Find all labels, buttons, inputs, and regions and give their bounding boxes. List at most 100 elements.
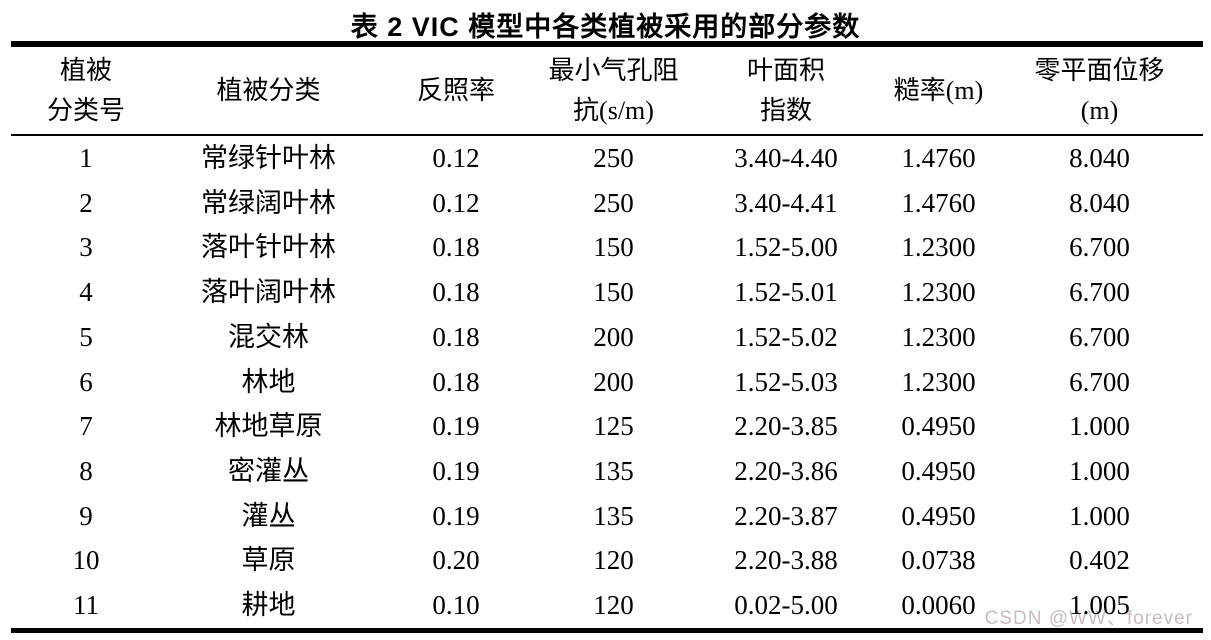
- cell-roughness: 0.0060: [901, 590, 976, 621]
- cell-veg-type: 常绿阔叶林: [201, 187, 336, 218]
- cell-veg-id: 7: [79, 411, 93, 442]
- cell-albedo: 0.18: [432, 366, 480, 397]
- cell-veg-type: 密灌丛: [228, 455, 309, 486]
- cell-veg-id: 1: [79, 143, 93, 173]
- cell-roughness: 1.2300: [901, 232, 976, 263]
- cell-zero-plane-displacement: 1.005: [1069, 590, 1130, 621]
- cell-stomatal-resistance: 135: [593, 500, 634, 531]
- cell-roughness: 1.4760: [901, 187, 976, 218]
- table-row: 9 灌丛 0.19 135 2.20-3.87 0.4950 1.000: [11, 494, 1203, 539]
- cell-veg-type: 灌丛: [241, 500, 296, 531]
- table-row: 1 常绿针叶林 0.12 250 3.40-4.40 1.4760 8.040: [11, 135, 1203, 181]
- cell-zero-plane-displacement: 1.000: [1069, 455, 1130, 486]
- cell-stomatal-resistance: 200: [593, 321, 634, 352]
- cell-zero-plane-displacement: 6.700: [1069, 277, 1130, 308]
- cell-stomatal-resistance: 250: [593, 187, 634, 218]
- table-row: 6 林地 0.18 200 1.52-5.03 1.2300 6.700: [11, 360, 1203, 405]
- cell-leaf-area-index: 3.40-4.40: [734, 143, 838, 173]
- cell-leaf-area-index: 1.52-5.01: [734, 277, 838, 308]
- cell-zero-plane-displacement: 6.700: [1069, 321, 1130, 352]
- cell-veg-type: 林地: [241, 366, 296, 397]
- watermark: CSDN @WW、forever: [984, 608, 1193, 629]
- table-row: 8 密灌丛 0.19 135 2.20-3.86 0.4950 1.000: [11, 449, 1203, 494]
- cell-zero-plane-displacement: 8.040: [1069, 143, 1130, 173]
- cell-veg-type: 落叶阔叶林: [201, 277, 336, 308]
- table-row: 4 落叶阔叶林 0.18 150 1.52-5.01 1.2300 6.700: [11, 270, 1203, 315]
- cell-veg-id: 9: [79, 500, 93, 531]
- cell-leaf-area-index: 2.20-3.86: [734, 455, 838, 486]
- cell-roughness: 0.4950: [901, 455, 976, 486]
- cell-stomatal-resistance: 135: [593, 455, 634, 486]
- cell-zero-plane-displacement: 0.402: [1069, 545, 1130, 576]
- cell-zero-plane-displacement: 1.000: [1069, 411, 1130, 442]
- cell-veg-type: 常绿针叶林: [201, 143, 336, 173]
- cell-zero-plane-displacement: 8.040: [1069, 187, 1130, 218]
- cell-leaf-area-index: 1.52-5.00: [734, 232, 838, 263]
- cell-leaf-area-index: 2.20-3.87: [734, 500, 838, 531]
- table-row: 2 常绿阔叶林 0.12 250 3.40-4.41 1.4760 8.040: [11, 181, 1203, 226]
- cell-roughness: 1.2300: [901, 277, 976, 308]
- cell-veg-type: 混交林: [228, 321, 309, 352]
- cell-veg-type: 草原: [241, 545, 296, 576]
- table-title: 表 2 VIC 模型中各类植被采用的部分参数: [350, 12, 861, 42]
- cell-albedo: 0.12: [432, 143, 480, 173]
- cell-stomatal-resistance: 250: [593, 143, 634, 173]
- table-row: 10 草原 0.20 120 2.20-3.88 0.0738 0.402: [11, 538, 1203, 583]
- col-header-veg-type: 植被分类: [161, 44, 376, 136]
- col-header-albedo: 反照率: [376, 44, 536, 136]
- cell-stomatal-resistance: 150: [593, 232, 634, 263]
- vegetation-parameters-table: 植被 分类号 植被分类 反照率 最小气孔阻 抗(s/m) 叶面积 指数 糙率(m…: [11, 41, 1203, 633]
- header-row: 植被 分类号 植被分类 反照率 最小气孔阻 抗(s/m) 叶面积 指数 糙率(m…: [11, 44, 1203, 136]
- table-row: 5 混交林 0.18 200 1.52-5.02 1.2300 6.700: [11, 315, 1203, 360]
- cell-roughness: 0.4950: [901, 500, 976, 531]
- cell-stomatal-resistance: 120: [593, 545, 634, 576]
- col-header-leaf-area-index: 叶面积 指数: [691, 44, 881, 136]
- cell-veg-id: 6: [79, 366, 93, 397]
- cell-veg-id: 3: [79, 232, 93, 263]
- cell-veg-type: 落叶针叶林: [201, 232, 336, 263]
- cell-leaf-area-index: 2.20-3.85: [734, 411, 838, 442]
- cell-stomatal-resistance: 120: [593, 590, 634, 621]
- cell-albedo: 0.19: [432, 500, 480, 531]
- cell-albedo: 0.18: [432, 232, 480, 263]
- table-row: 11 耕地 0.10 120 0.02-5.00 0.0060 1.005: [11, 583, 1203, 630]
- col-header-zero-plane-displacement: 零平面位移 (m): [996, 44, 1203, 136]
- cell-albedo: 0.12: [432, 187, 480, 218]
- cell-veg-id: 8: [79, 455, 93, 486]
- cell-veg-id: 10: [72, 545, 100, 576]
- cell-zero-plane-displacement: 1.000: [1069, 500, 1130, 531]
- cell-roughness: 1.4760: [901, 143, 976, 173]
- cell-leaf-area-index: 2.20-3.88: [734, 545, 838, 576]
- cell-zero-plane-displacement: 6.700: [1069, 232, 1130, 263]
- cell-roughness: 1.2300: [901, 321, 976, 352]
- cell-leaf-area-index: 0.02-5.00: [734, 590, 838, 621]
- cell-veg-id: 2: [79, 187, 93, 218]
- col-header-roughness: 糙率(m): [881, 44, 996, 136]
- cell-leaf-area-index: 1.52-5.02: [734, 321, 838, 352]
- col-header-veg-id: 植被 分类号: [11, 44, 161, 136]
- cell-stomatal-resistance: 125: [593, 411, 634, 442]
- cell-veg-type: 耕地: [241, 590, 296, 621]
- cell-albedo: 0.10: [432, 590, 480, 621]
- cell-roughness: 0.0738: [901, 545, 976, 576]
- cell-albedo: 0.20: [432, 545, 480, 576]
- cell-albedo: 0.19: [432, 455, 480, 486]
- cell-albedo: 0.19: [432, 411, 480, 442]
- col-header-stomatal-resistance: 最小气孔阻 抗(s/m): [536, 44, 691, 136]
- cell-roughness: 0.4950: [901, 411, 976, 442]
- cell-leaf-area-index: 3.40-4.41: [734, 187, 838, 218]
- cell-veg-id: 4: [79, 277, 93, 308]
- cell-veg-type: 林地草原: [214, 411, 323, 442]
- cell-stomatal-resistance: 200: [593, 366, 634, 397]
- cell-zero-plane-displacement: 6.700: [1069, 366, 1130, 397]
- table-row: 3 落叶针叶林 0.18 150 1.52-5.00 1.2300 6.700: [11, 225, 1203, 270]
- cell-leaf-area-index: 1.52-5.03: [734, 366, 838, 397]
- cell-albedo: 0.18: [432, 277, 480, 308]
- cell-roughness: 1.2300: [901, 366, 976, 397]
- cell-stomatal-resistance: 150: [593, 277, 634, 308]
- cell-albedo: 0.18: [432, 321, 480, 352]
- cell-veg-id: 5: [79, 321, 93, 352]
- table-row: 7 林地草原 0.19 125 2.20-3.85 0.4950 1.000: [11, 404, 1203, 449]
- cell-veg-id: 11: [73, 590, 99, 621]
